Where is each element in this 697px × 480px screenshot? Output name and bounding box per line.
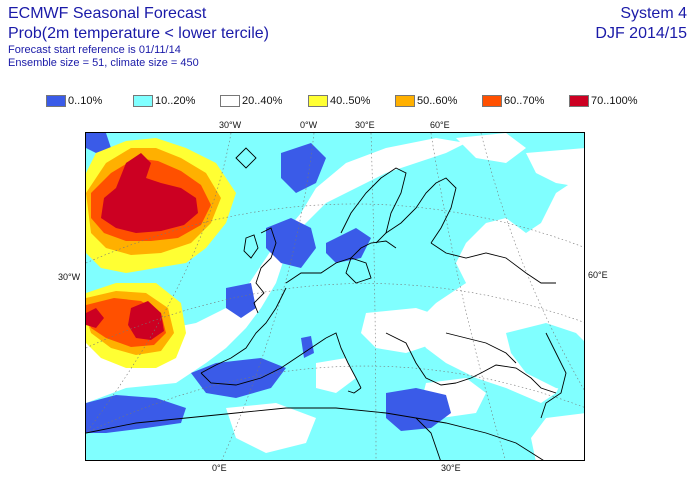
coast-british-isles (253, 227, 277, 314)
coast-balkans (385, 332, 457, 386)
legend-item-50-60: 50..60% (395, 93, 457, 109)
legend-label: 40..50% (330, 95, 371, 107)
legend: 0..10% 10..20% 20..40% 40..50% 50..60% 6… (46, 93, 666, 109)
coord-left-30w: 30°W (58, 272, 81, 282)
legend-item-10-20: 10..20% (133, 93, 195, 109)
legend-label: 20..40% (242, 95, 283, 107)
coast-sicily (347, 387, 362, 394)
legend-item-60-70: 60..70% (482, 93, 544, 109)
map-canvas (86, 133, 584, 460)
coast-scandinavia-west (340, 167, 407, 244)
coast-iberia-west (200, 287, 287, 374)
coastlines (86, 147, 567, 460)
legend-label: 50..60% (417, 95, 458, 107)
coast-iberia-south (200, 337, 327, 386)
coast-scandinavia-east (385, 177, 457, 244)
header-right: System 4 DJF 2014/15 (595, 4, 687, 44)
header: ECMWF Seasonal Forecast Prob(2m temperat… (8, 4, 269, 70)
legend-label: 60..70% (504, 95, 545, 107)
coast-levant (415, 417, 441, 460)
legend-item-20-40: 20..40% (220, 93, 282, 109)
legend-label: 0..10% (68, 95, 103, 107)
map-title: ECMWF Seasonal Forecast (8, 5, 207, 22)
coord-top-30e: 30°E (355, 120, 375, 130)
coord-bottom-30e: 30°E (441, 463, 461, 473)
system-label: System 4 (620, 5, 687, 22)
legend-swatch (133, 95, 153, 107)
coast-russia (430, 242, 556, 284)
forecast-map (85, 132, 585, 461)
legend-label: 10..20% (155, 95, 196, 107)
regions-0-10 (86, 133, 451, 433)
coord-top-30w: 30°W (219, 120, 242, 130)
regions-70-100 (86, 153, 198, 340)
forecast-start-reference: Forecast start reference is 01/11/14 (8, 44, 181, 56)
coast-baltic-islands (345, 257, 372, 284)
legend-label: 70..100% (591, 95, 638, 107)
coast-iceland (235, 147, 257, 169)
regions-20-40 (96, 133, 584, 460)
legend-swatch (308, 95, 328, 107)
legend-swatch (482, 95, 502, 107)
map-subtitle: Prob(2m temperature < lower tercile) (8, 25, 269, 42)
coord-top-60e: 60°E (430, 120, 450, 130)
coord-right-60e: 60°E (588, 270, 608, 280)
legend-swatch (395, 95, 415, 107)
coast-turkey (455, 364, 557, 394)
coast-north-africa (86, 407, 544, 460)
coast-black-sea (445, 332, 517, 364)
coast-italy (325, 332, 362, 389)
legend-swatch (569, 95, 589, 107)
coord-top-0w: 0°W (300, 120, 318, 130)
legend-swatch (46, 95, 66, 107)
season-label: DJF 2014/15 (595, 25, 687, 42)
graticule (86, 133, 584, 460)
legend-item-70-100: 70..100% (569, 93, 637, 109)
legend-item-40-50: 40..50% (308, 93, 370, 109)
legend-swatch (220, 95, 240, 107)
legend-item-0-10: 0..10% (46, 93, 102, 109)
coast-caspian (540, 332, 567, 419)
ensemble-size: Ensemble size = 51, climate size = 450 (8, 57, 199, 69)
coord-bottom-0e: 0°E (212, 463, 227, 473)
coast-ireland (243, 234, 259, 259)
